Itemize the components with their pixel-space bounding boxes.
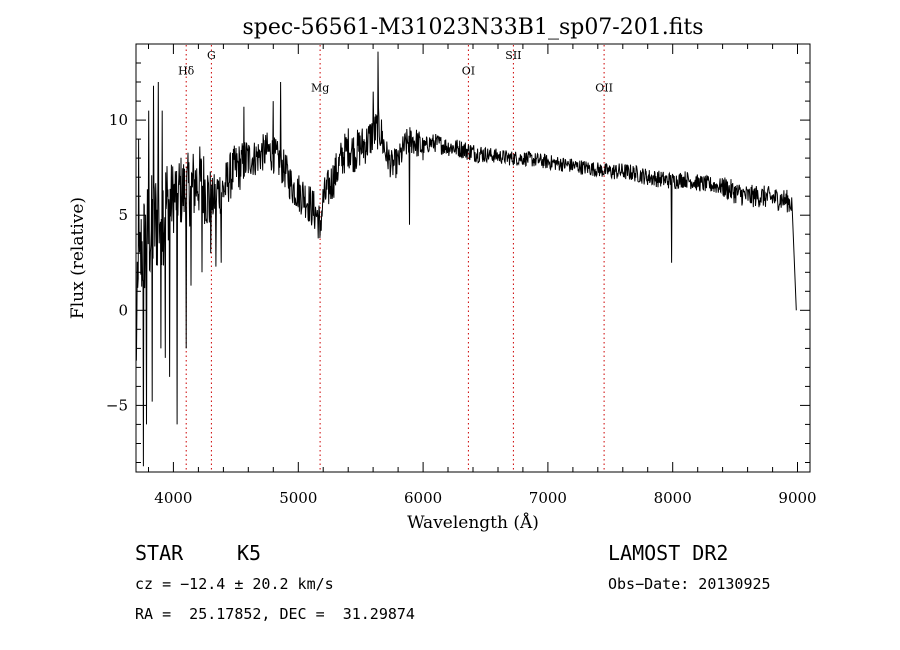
y-axis-label: Flux (relative) [68,197,88,319]
x-tick-label: 9000 [778,489,816,507]
plot-frame [135,43,811,473]
x-tick-label: 8000 [654,489,692,507]
spectral-line-label: Mg [311,82,329,95]
y-tick-label: 5 [118,206,128,224]
spectral-subclass: K5 [237,541,262,565]
spectral-line-label: OI [462,64,475,77]
y-tick-label: 10 [109,111,128,129]
coordinates-readout: RA = 25.17852, DEC = 31.29874 [135,605,415,623]
x-axis-label: Wavelength (Å) [407,512,539,533]
spectral-line-label: Hδ [178,64,195,77]
observation-date: Obs−Date: 20130925 [608,575,771,593]
spectrum-line [135,51,797,467]
spectral-line-markers: Hδ G Mg OI SII OII [178,45,613,471]
axis-ticks: 4000 5000 6000 7000 8000 9000 −5 0 5 10 [106,44,817,507]
x-tick-label: 4000 [154,489,192,507]
chart-title: spec-56561-M31023N33B1_sp07-201.fits [242,15,703,40]
survey-name: LAMOST DR2 [608,541,729,565]
y-tick-label: −5 [106,396,128,414]
x-tick-label: 5000 [279,489,317,507]
spectral-line-label: G [207,49,216,62]
spectral-line-label: SII [505,49,521,62]
object-class: STAR [135,541,184,565]
y-tick-label: 0 [118,301,128,319]
x-tick-label: 6000 [404,489,442,507]
x-tick-label: 7000 [529,489,567,507]
redshift-readout: cz = −12.4 ± 20.2 km/s [135,575,334,593]
spectral-line-label: OII [595,82,613,95]
